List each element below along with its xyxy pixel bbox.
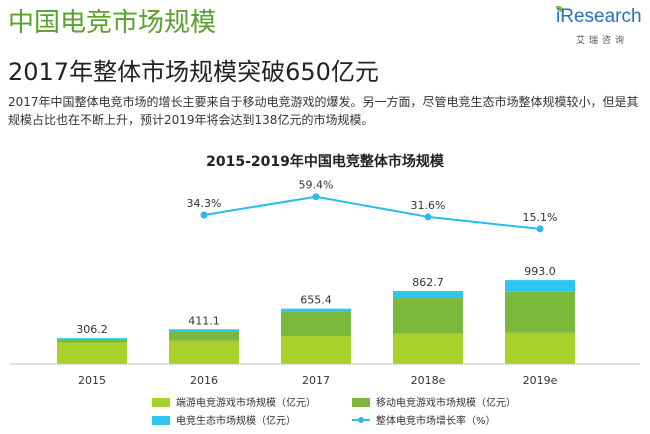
legend-swatch-2 — [352, 398, 370, 407]
bar-segment-3-2017 — [281, 308, 351, 312]
legend-label-2: 移动电竞游戏市场规模（亿元） — [376, 396, 516, 409]
bars-layer: 306.2 2015 411.1 2016 655.4 2017 862.7 2018e 993… — [57, 265, 575, 387]
legend-label-4: 整体电竞市场增长率（%） — [376, 414, 496, 427]
brand-subname: 艾瑞咨询 — [576, 36, 629, 46]
bar-segment-3-2019e — [505, 280, 575, 292]
bar-total-label: 993.0 — [524, 265, 556, 278]
legend-label-3: 电竞生态市场规模（亿元） — [176, 414, 296, 427]
bar-segment-2-2015 — [57, 339, 127, 343]
x-tick-label: 2016 — [190, 374, 218, 387]
bar-segment-1-2015 — [57, 342, 127, 364]
growth-rate-label: 59.4% — [299, 179, 334, 192]
growth-line-layer: 34.3% 59.4% 31.6% 15.1% — [187, 179, 558, 233]
legend-swatch-1 — [152, 398, 170, 407]
page-title: 中国电竞市场规模 — [8, 8, 217, 38]
bar-segment-3-2015 — [57, 338, 127, 340]
legend-label-1: 端游电竞游戏市场规模（亿元） — [176, 396, 316, 409]
growth-rate-label: 31.6% — [411, 199, 446, 212]
bar-total-label: 306.2 — [76, 323, 108, 336]
bar-segment-1-2018e — [393, 333, 463, 364]
bar-total-label: 411.1 — [188, 314, 220, 327]
bar-segment-2-2019e — [505, 291, 575, 333]
chart-legend: 端游电竞游戏市场规模（亿元） 移动电竞游戏市场规模（亿元） 电竞生态市场规模（亿元）… — [152, 396, 516, 427]
page-subtitle: 2017年整体市场规模突破650亿元 — [8, 58, 379, 86]
chart-title: 2015-2019年中国电竞整体市场规模 — [206, 153, 445, 170]
brand-name: iResearch — [556, 6, 642, 27]
bar-segment-2-2016 — [169, 331, 239, 341]
growth-rate-point — [536, 225, 544, 233]
iresearch-logo: iResearch 艾瑞咨询 — [556, 6, 648, 46]
bar-total-label: 655.4 — [300, 294, 332, 307]
bar-segment-1-2019e — [505, 332, 575, 364]
bar-segment-2-2017 — [281, 311, 351, 337]
growth-rate-label: 15.1% — [523, 211, 558, 224]
logo-leaf-icon — [556, 6, 564, 12]
bar-segment-1-2017 — [281, 336, 351, 364]
growth-rate-line — [203, 195, 541, 230]
legend-line-marker — [358, 417, 364, 423]
description-text: 2017年中国整体电竞市场的增长主要来自于移动电竞游戏的爆发。另一方面，尽管电竞… — [8, 95, 639, 127]
growth-rate-point — [200, 211, 208, 219]
market-size-chart: 2015-2019年中国电竞整体市场规模 306.2 2015 411.1 2016 6… — [10, 153, 640, 427]
bar-segment-1-2016 — [169, 340, 239, 364]
growth-rate-point — [312, 193, 320, 201]
x-tick-label: 2017 — [302, 374, 330, 387]
x-tick-label: 2019e — [523, 374, 558, 387]
x-tick-label: 2015 — [78, 374, 106, 387]
legend-swatch-3 — [152, 416, 170, 425]
bar-segment-2-2018e — [393, 298, 463, 334]
growth-rate-point — [424, 213, 432, 221]
bar-segment-3-2016 — [169, 329, 239, 332]
x-tick-label: 2018e — [411, 374, 446, 387]
bar-segment-3-2018e — [393, 291, 463, 299]
bar-total-label: 862.7 — [412, 276, 444, 289]
growth-rate-label: 34.3% — [187, 197, 222, 210]
